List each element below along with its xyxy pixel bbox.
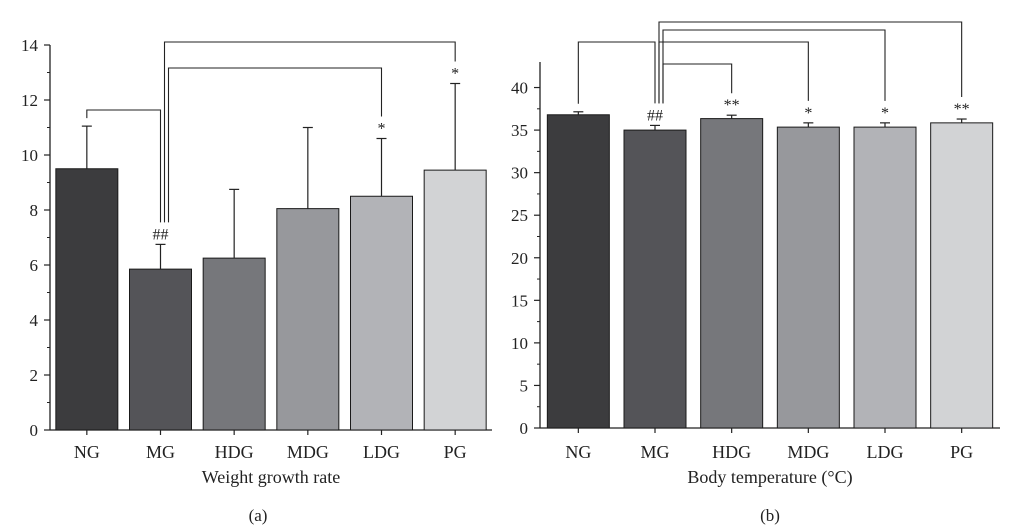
significance-label: ## — [153, 226, 169, 243]
y-tick-label: 2 — [30, 366, 39, 385]
bar-mg — [623, 129, 687, 429]
y-tick-label: 0 — [30, 421, 39, 440]
significance-label: ** — [724, 97, 740, 114]
y-tick-label: 40 — [511, 79, 528, 98]
x-tick-label: LDG — [867, 442, 904, 462]
x-tick-label: PG — [444, 442, 467, 462]
y-tick-label: 15 — [511, 291, 528, 310]
y-tick-label: 4 — [30, 311, 39, 330]
comparison-bracket — [662, 63, 733, 104]
x-axis-title: Body temperature (°C) — [687, 467, 852, 488]
comparison-bracket — [163, 41, 456, 223]
comparison-bracket — [658, 21, 963, 104]
x-tick-label: HDG — [215, 442, 254, 462]
significance-label: ## — [647, 107, 663, 124]
x-tick-label: MDG — [287, 442, 329, 462]
bar-ng — [546, 114, 610, 429]
x-tick-label: MG — [640, 442, 669, 462]
x-axis-title: Weight growth rate — [202, 467, 341, 487]
x-tick-label: NG — [74, 442, 100, 462]
bar-hdg — [202, 257, 266, 431]
panel-label: (b) — [760, 506, 780, 525]
y-tick-label: 25 — [511, 206, 528, 225]
x-tick-label: MDG — [787, 442, 829, 462]
bar-pg — [423, 169, 487, 431]
significance-label: * — [804, 105, 812, 122]
comparison-bracket — [167, 67, 383, 223]
significance-label: ** — [954, 101, 970, 118]
comparison-bracket — [658, 41, 809, 104]
bar-mdg — [276, 208, 340, 431]
bar-pg — [930, 122, 994, 429]
panel-label: (a) — [249, 506, 268, 525]
y-tick-label: 20 — [511, 249, 528, 268]
y-tick-label: 10 — [21, 146, 38, 165]
significance-label: * — [378, 121, 386, 138]
y-tick-label: 6 — [30, 256, 39, 275]
x-tick-label: NG — [565, 442, 591, 462]
bar-ng — [55, 168, 119, 431]
panel-b-body-temperature: 0 5 10 15 20 25 30 35 40 NG MG ## HDG ** MDG * LDG * PG ** B… — [511, 21, 1000, 525]
panel-a-weight-growth: 0 2 4 6 8 10 12 14 NG MG ## HDG MDG LDG * PG * Weight gro… — [21, 36, 492, 525]
bar-mg — [129, 268, 192, 431]
y-tick-label: 30 — [511, 164, 528, 183]
comparison-bracket — [577, 41, 656, 104]
x-tick-label: MG — [146, 442, 175, 462]
x-tick-label: HDG — [712, 442, 751, 462]
y-tick-label: 0 — [520, 419, 529, 438]
bar-hdg — [700, 118, 764, 429]
x-tick-label: PG — [950, 442, 973, 462]
x-tick-label: LDG — [363, 442, 400, 462]
y-tick-label: 8 — [30, 201, 39, 220]
comparison-bracket — [86, 109, 162, 223]
significance-label: * — [451, 66, 459, 83]
y-tick-label: 12 — [21, 91, 38, 110]
bar-ldg — [350, 195, 413, 431]
significance-label: * — [881, 105, 889, 122]
y-tick-label: 10 — [511, 334, 528, 353]
comparison-bracket — [662, 29, 886, 104]
bar-ldg — [853, 126, 917, 429]
bar-mdg — [776, 126, 840, 429]
y-tick-label: 35 — [511, 121, 528, 140]
y-tick-label: 5 — [520, 376, 529, 395]
y-tick-label: 14 — [21, 36, 39, 55]
